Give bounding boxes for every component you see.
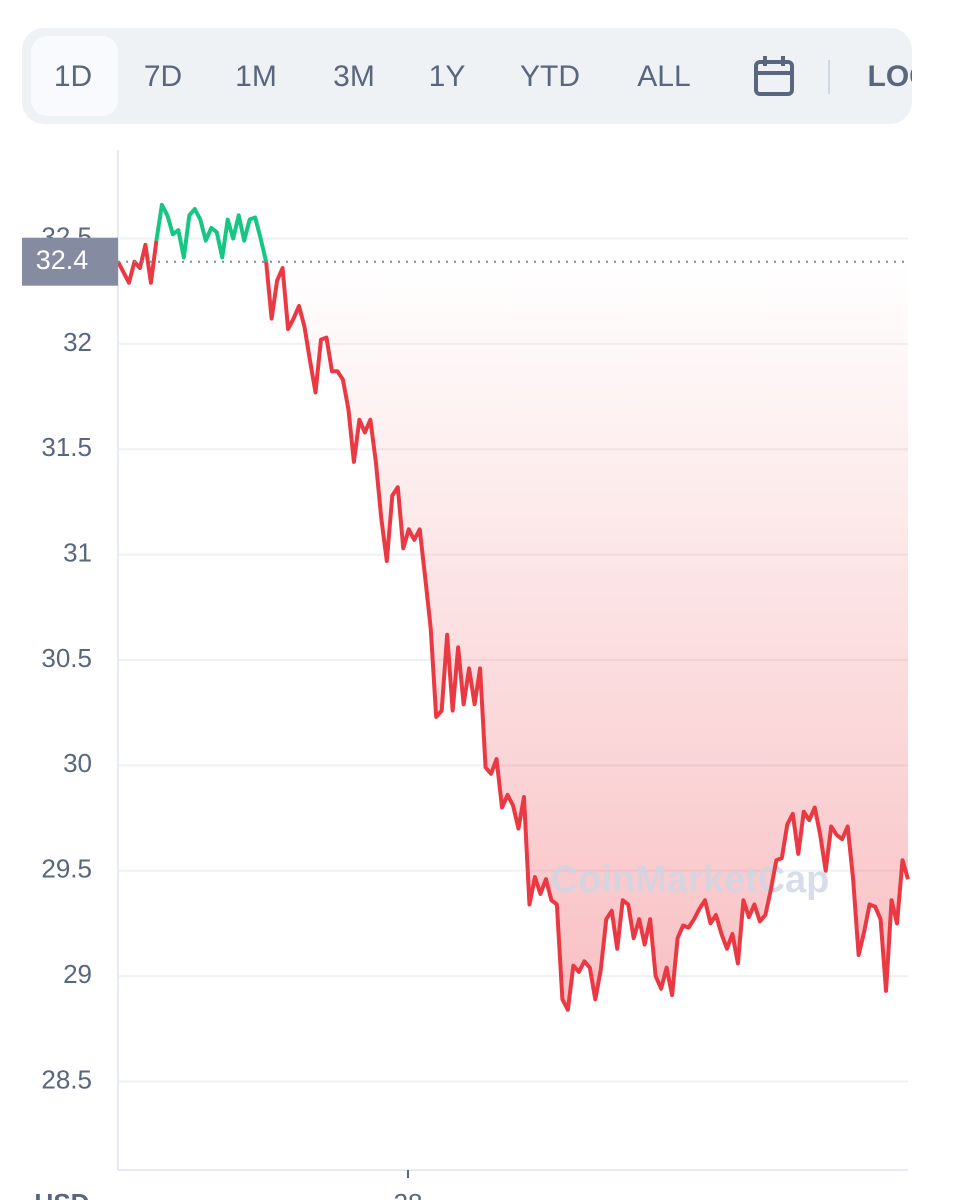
y-tick-label: 32 bbox=[63, 327, 92, 357]
tab[interactable]: 3M bbox=[333, 60, 375, 93]
reference-label: 32.4 bbox=[36, 245, 89, 275]
tab[interactable]: ALL bbox=[637, 60, 690, 93]
tab[interactable]: LOG bbox=[868, 60, 933, 93]
area-fill bbox=[118, 261, 908, 1010]
y-tick-label: 29 bbox=[63, 959, 92, 989]
y-tick-label: 31.5 bbox=[41, 432, 92, 462]
tab[interactable]: 7D bbox=[144, 60, 182, 93]
tab-bar bbox=[22, 28, 912, 124]
tab[interactable]: 1M bbox=[235, 60, 277, 93]
price-line-down bbox=[116, 240, 159, 285]
watermark: CoinMarketCap bbox=[551, 859, 830, 901]
price-line-up bbox=[154, 202, 269, 263]
tab[interactable]: 1D bbox=[54, 60, 92, 93]
y-tick-label: 30 bbox=[63, 748, 92, 778]
price-line-down bbox=[264, 261, 910, 1012]
tab[interactable]: YTD bbox=[520, 60, 580, 93]
y-tick-label: 30.5 bbox=[41, 643, 92, 673]
calendar-icon[interactable] bbox=[754, 56, 794, 96]
reference-label-box bbox=[22, 237, 118, 286]
y-tick-label: 31 bbox=[63, 538, 92, 568]
y-tick-label: 28.5 bbox=[41, 1064, 92, 1094]
currency-label: USD bbox=[35, 1188, 90, 1200]
tab[interactable]: 1Y bbox=[429, 60, 466, 93]
y-tick-label: 29.5 bbox=[41, 854, 92, 884]
x-tick-label: 28 bbox=[394, 1188, 423, 1200]
tab-selected bbox=[31, 36, 118, 116]
